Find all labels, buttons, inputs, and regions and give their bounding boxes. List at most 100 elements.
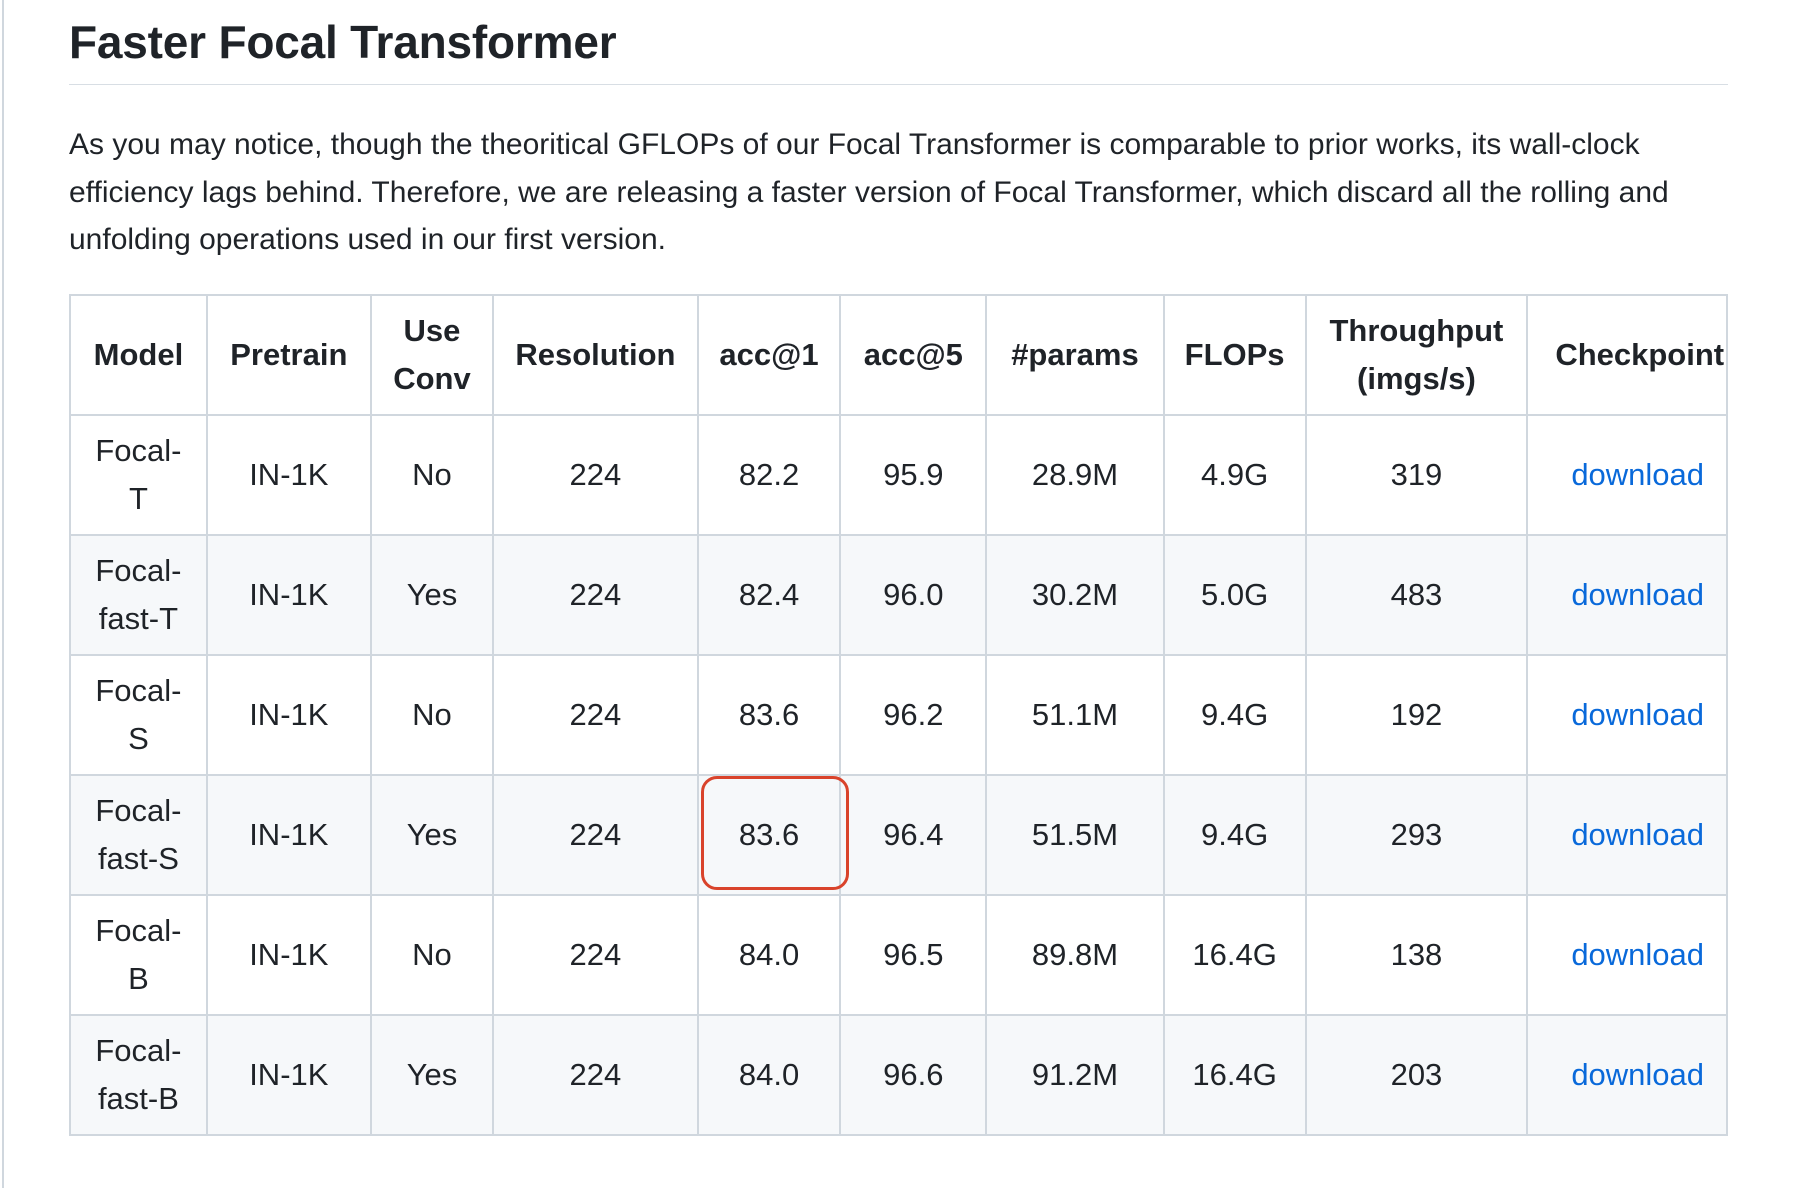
cell-model: Focal-fast-B — [69, 1014, 208, 1136]
cell-acc5: 96.0 — [839, 534, 988, 656]
cell-checkpoint: download — [1526, 1014, 1728, 1136]
download-link[interactable]: download — [1571, 1057, 1705, 1092]
cell-checkpoint: download — [1526, 414, 1728, 536]
model-name-line2: T — [128, 481, 148, 516]
table-row: Focal-fast-B IN-1K Yes 224 84.0 96.6 91.… — [69, 1014, 1728, 1136]
cell-params: 51.1M — [985, 654, 1165, 776]
header-throughput-line1: Throughput — [1329, 313, 1504, 348]
cell-resolution: 224 — [492, 654, 699, 776]
cell-acc1-value: 83.6 — [738, 817, 800, 852]
header-pretrain: Pretrain — [205, 294, 372, 416]
header-use-conv: Use Conv — [369, 294, 495, 416]
cell-acc1: 84.0 — [696, 894, 842, 1016]
cell-flops: 9.4G — [1162, 774, 1307, 896]
table-row: Focal-fast-T IN-1K Yes 224 82.4 96.0 30.… — [69, 534, 1728, 656]
cell-throughput: 203 — [1304, 1014, 1529, 1136]
cell-acc1: 82.2 — [696, 414, 842, 536]
model-name-line2: B — [128, 961, 149, 996]
model-name-line1: Focal- — [95, 673, 182, 708]
header-checkpoint: Checkpoint — [1526, 294, 1728, 416]
header-flops: FLOPs — [1162, 294, 1307, 416]
cell-acc5: 96.2 — [839, 654, 988, 776]
header-resolution: Resolution — [492, 294, 699, 416]
header-use-conv-line1: Use — [403, 313, 461, 348]
header-throughput: Throughput (imgs/s) — [1304, 294, 1529, 416]
cell-pretrain: IN-1K — [205, 774, 372, 896]
cell-flops: 16.4G — [1162, 894, 1307, 1016]
cell-model: Focal- S — [69, 654, 208, 776]
model-name-line2: fast-B — [97, 1081, 179, 1116]
download-link[interactable]: download — [1571, 577, 1705, 612]
cell-throughput: 192 — [1304, 654, 1529, 776]
model-name-line1: Focal- — [95, 433, 182, 468]
table-row: Focal- S IN-1K No 224 83.6 96.2 51.1M 9.4… — [69, 654, 1728, 776]
cell-acc5: 95.9 — [839, 414, 988, 536]
cell-flops: 5.0G — [1162, 534, 1307, 656]
download-link[interactable]: download — [1571, 937, 1705, 972]
models-table: Model Pretrain Use Conv Resolution acc@1… — [69, 294, 1728, 1136]
cell-resolution: 224 — [492, 1014, 699, 1136]
cell-pretrain: IN-1K — [205, 1014, 372, 1136]
cell-pretrain: IN-1K — [205, 654, 372, 776]
table-row: Focal- T IN-1K No 224 82.2 95.9 28.9M 4.9… — [69, 414, 1728, 536]
header-acc5: acc@5 — [839, 294, 988, 416]
cell-throughput: 138 — [1304, 894, 1529, 1016]
header-throughput-line2: (imgs/s) — [1357, 361, 1476, 396]
model-name-line2: S — [128, 721, 149, 756]
cell-acc1: 84.0 — [696, 1014, 842, 1136]
download-link[interactable]: download — [1571, 697, 1705, 732]
cell-acc5: 96.4 — [839, 774, 988, 896]
cell-resolution: 224 — [492, 894, 699, 1016]
header-model: Model — [69, 294, 208, 416]
cell-model: Focal- T — [69, 414, 208, 536]
header-acc1: acc@1 — [696, 294, 842, 416]
header-use-conv-line2: Conv — [393, 361, 471, 396]
table-row: Focal- B IN-1K No 224 84.0 96.5 89.8M 16.… — [69, 894, 1728, 1016]
table-header-row: Model Pretrain Use Conv Resolution acc@1… — [69, 294, 1728, 416]
cell-flops: 9.4G — [1162, 654, 1307, 776]
cell-params: 30.2M — [985, 534, 1165, 656]
model-name-line1: Focal- — [95, 553, 182, 588]
cell-flops: 4.9G — [1162, 414, 1307, 536]
model-name-line1: Focal- — [95, 1033, 182, 1068]
cell-pretrain: IN-1K — [205, 534, 372, 656]
cell-model: Focal- B — [69, 894, 208, 1016]
cell-params: 51.5M — [985, 774, 1165, 896]
cell-params: 89.8M — [985, 894, 1165, 1016]
cell-throughput: 319 — [1304, 414, 1529, 536]
cell-resolution: 224 — [492, 414, 699, 536]
cell-checkpoint: download — [1526, 534, 1728, 656]
cell-pretrain: IN-1K — [205, 894, 372, 1016]
cell-use-conv: Yes — [369, 1014, 495, 1136]
cell-throughput: 293 — [1304, 774, 1529, 896]
intro-paragraph: As you may notice, though the theoritica… — [69, 128, 1669, 256]
model-name-line1: Focal- — [95, 793, 182, 828]
section-title: Faster Focal Transformer — [69, 16, 617, 68]
cell-checkpoint: download — [1526, 654, 1728, 776]
download-link[interactable]: download — [1571, 817, 1705, 852]
cell-model: Focal-fast-S — [69, 774, 208, 896]
cell-acc1-highlighted: 83.6 — [696, 774, 849, 896]
cell-use-conv: No — [369, 654, 495, 776]
cell-pretrain: IN-1K — [205, 414, 372, 536]
cell-model: Focal-fast-T — [69, 534, 208, 656]
title-divider — [69, 84, 1728, 85]
cell-acc1: 83.6 — [696, 654, 842, 776]
cell-throughput: 483 — [1304, 534, 1529, 656]
model-name-line2: fast-T — [98, 601, 179, 636]
cell-checkpoint: download — [1526, 774, 1728, 896]
cell-acc5: 96.6 — [839, 1014, 988, 1136]
models-table-scroll[interactable]: Model Pretrain Use Conv Resolution acc@1… — [69, 294, 1728, 1150]
cell-use-conv: Yes — [369, 774, 495, 896]
cell-acc5: 96.5 — [839, 894, 988, 1016]
cell-flops: 16.4G — [1162, 1014, 1307, 1136]
table-row: Focal-fast-S IN-1K Yes 224 83.6 96.4 51.… — [69, 774, 1728, 896]
cell-params: 28.9M — [985, 414, 1165, 536]
cell-checkpoint: download — [1526, 894, 1728, 1016]
cell-params: 91.2M — [985, 1014, 1165, 1136]
cell-use-conv: Yes — [369, 534, 495, 656]
cell-use-conv: No — [369, 894, 495, 1016]
page-left-border — [2, 0, 4, 1188]
download-link[interactable]: download — [1571, 457, 1705, 492]
model-name-line1: Focal- — [95, 913, 182, 948]
